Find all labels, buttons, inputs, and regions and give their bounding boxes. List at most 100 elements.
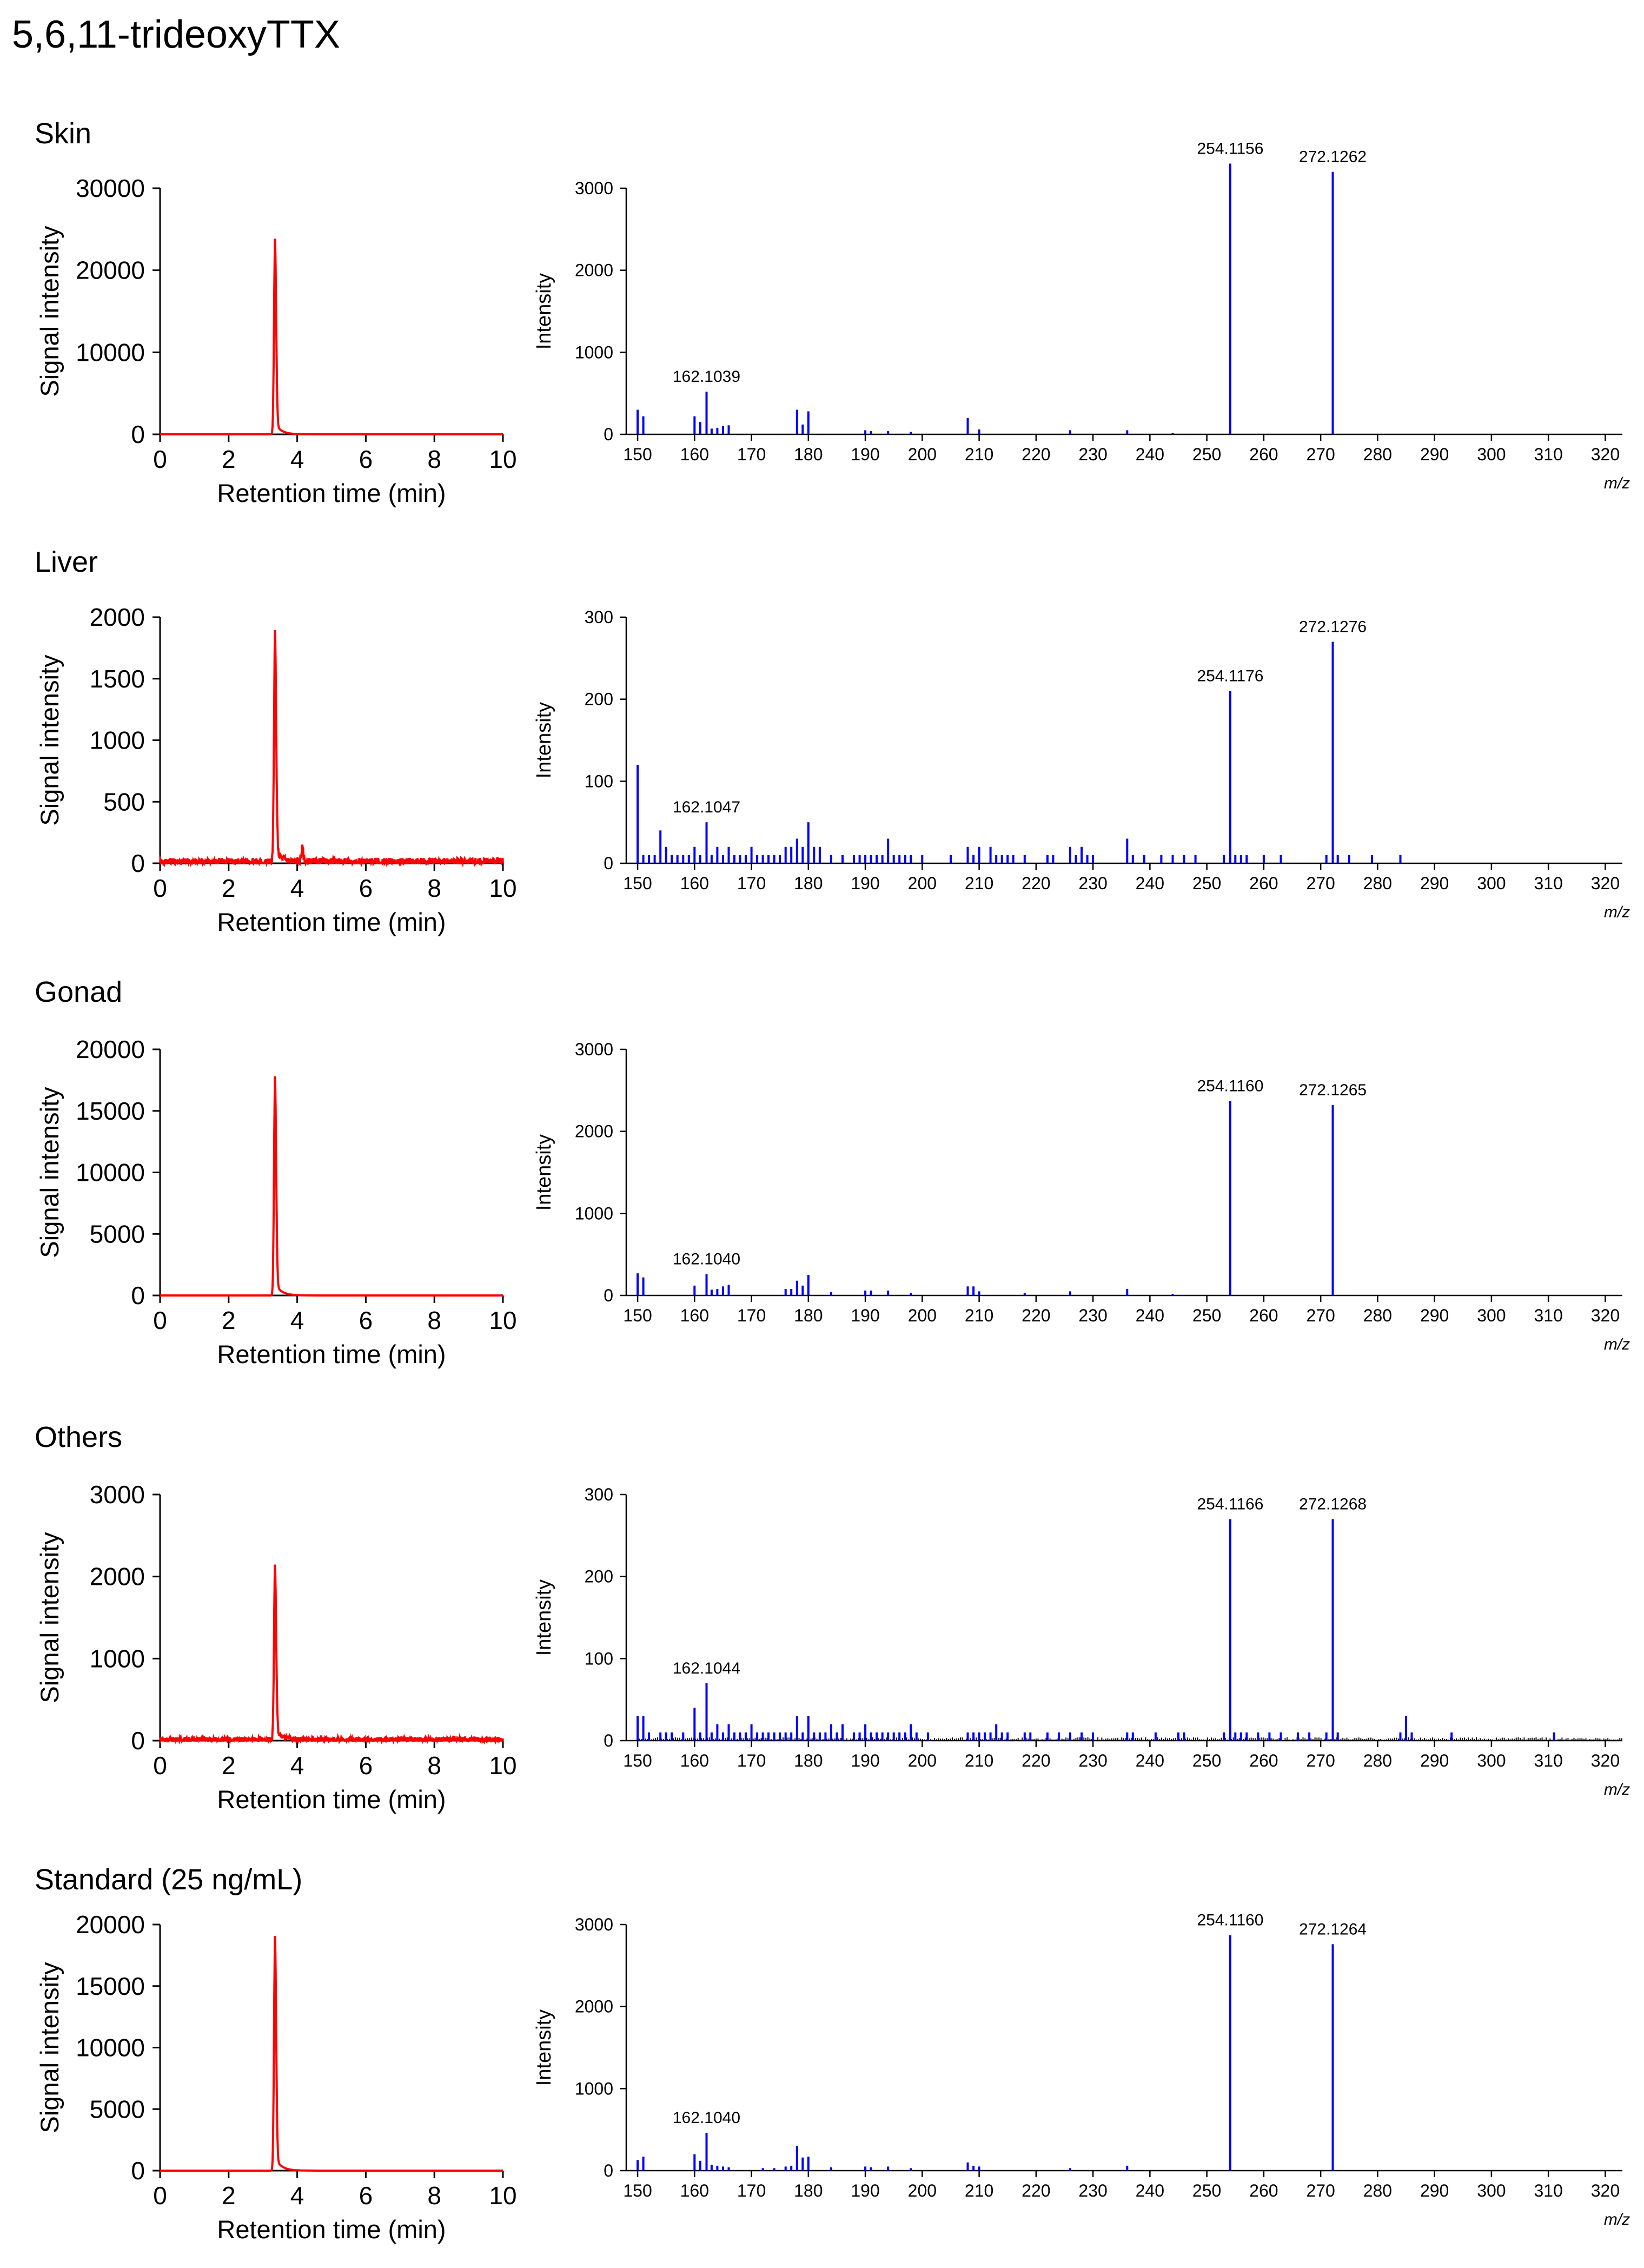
- ms-peak: [705, 392, 708, 434]
- ms-x-tick-label: 170: [737, 1306, 766, 1325]
- ms-peak: [676, 855, 679, 863]
- ms-peak: [710, 2165, 713, 2171]
- ms-peak: [801, 424, 804, 434]
- ms-peak: [1080, 1732, 1083, 1741]
- ms-peak: [1223, 1732, 1225, 1741]
- ms-peak: [721, 426, 724, 434]
- ms-x-tick-label: 300: [1477, 1751, 1506, 1770]
- ms-peak: [864, 855, 867, 863]
- ms-y-tick-label: 0: [604, 854, 613, 873]
- ms-peak: [801, 847, 804, 863]
- ms-peak: [1052, 855, 1055, 863]
- ms-peak: [773, 855, 775, 863]
- ms-peak: [972, 1286, 975, 1295]
- ms-peak: [745, 855, 747, 863]
- ms-peak: [1012, 855, 1015, 863]
- ms-peak: [1126, 2165, 1129, 2171]
- ms-peak: [699, 2160, 701, 2171]
- ms-peak: [756, 855, 759, 863]
- ms-peak: [1177, 1732, 1179, 1741]
- panel-4: Standard (25 ng/mL)0 2 4 6 8 1005000100001500…: [35, 1863, 1630, 2244]
- chr-y-tick-label: 500: [103, 788, 145, 816]
- chr-y-tick-label: 2000: [90, 603, 145, 631]
- ms-peak: [887, 838, 890, 863]
- ms-x-tick-label: 200: [908, 445, 937, 464]
- panel-title: Gonad: [35, 976, 122, 1008]
- ms-peak: [864, 1724, 867, 1741]
- chr-y-tick-label: 5000: [90, 2095, 145, 2123]
- ms-peak: [1075, 855, 1077, 863]
- ms-peak: [830, 2167, 832, 2171]
- ms-peak: [1325, 855, 1328, 863]
- ms-peak: [904, 855, 906, 863]
- ms-y-tick-label: 1000: [575, 2079, 613, 2098]
- ms-x-tick-label: 260: [1249, 1751, 1278, 1770]
- ms-peak: [1171, 1294, 1174, 1295]
- chr-x-tick-label: 4: [290, 874, 304, 902]
- ms-peak: [745, 1732, 747, 1741]
- ms-peak: [830, 855, 832, 863]
- ms-peak: [801, 1285, 804, 1295]
- ms-peak: [1399, 855, 1402, 863]
- ms-x-tick-label: 280: [1363, 874, 1392, 893]
- ms-x-tick-label: 290: [1420, 445, 1449, 464]
- chr-y-tick-label: 15000: [76, 1097, 145, 1125]
- ms-y-tick-label: 2000: [575, 1997, 613, 2016]
- chromatogram: 0 2 4 6 8 10 0 1000 2000 3000 Retention time (min)…: [35, 1480, 517, 1814]
- ms-peak: [989, 847, 992, 863]
- ms-peak: [637, 765, 639, 863]
- chr-x-tick-label: 8: [427, 2181, 441, 2210]
- chr-y-tick-label: 0: [131, 1727, 145, 1755]
- ms-peak: [1029, 1732, 1032, 1741]
- ms-y-label: Intensity: [533, 273, 555, 350]
- ms-y-tick-label: 300: [585, 607, 613, 627]
- ms-peak: [966, 847, 969, 863]
- ms-peak: [1000, 1732, 1003, 1741]
- ms-peak: [910, 1724, 912, 1741]
- ms-y-tick-label: 1000: [575, 342, 613, 362]
- ms-peak: [1143, 855, 1145, 863]
- ms-x-tick-label: 300: [1477, 2181, 1506, 2200]
- ms-peak: [972, 2165, 975, 2171]
- peak-label: 254.1160: [1197, 1912, 1263, 1929]
- peak-label: 272.1264: [1299, 1920, 1367, 1938]
- ms-peak: [807, 822, 810, 863]
- chr-x-label: Retention time (min): [217, 1340, 446, 1368]
- ms-x-tick-label: 320: [1591, 874, 1620, 893]
- ms-x-tick-label: 150: [623, 1751, 652, 1770]
- chr-y-label: Signal intensity: [35, 654, 64, 826]
- ms-peak: [881, 855, 884, 863]
- ms-x-label: m/z: [1604, 474, 1630, 492]
- ms-x-tick-label: 300: [1477, 445, 1506, 464]
- ms-peak: [966, 1732, 969, 1741]
- chr-y-label: Signal intensity: [35, 1087, 64, 1258]
- chr-x-label: Retention time (min): [217, 1785, 446, 1814]
- chr-x-tick-label: 2: [222, 2181, 236, 2210]
- ms-peak: [1325, 1732, 1328, 1741]
- ms-peak: [767, 1732, 770, 1741]
- spectrum: 150 160 170 180 190 200 210 220 230 240 250 260 270 2…: [533, 1912, 1630, 2229]
- ms-peak: [1280, 855, 1282, 863]
- ms-x-tick-label: 270: [1306, 1306, 1335, 1325]
- ms-peak: [995, 855, 998, 863]
- spectrum: 150 160 170 180 190 200 210 220 230 240 250 260 270 2…: [533, 1485, 1630, 1798]
- ms-y-label: Intensity: [533, 1579, 555, 1656]
- chromatogram-trace: [160, 1076, 503, 1297]
- ms-peak: [1336, 1732, 1339, 1741]
- ms-y-tick-label: 3000: [575, 178, 613, 198]
- chr-y-tick-label: 0: [131, 1281, 145, 1310]
- ms-peak: [870, 1290, 872, 1295]
- ms-x-tick-label: 160: [680, 2181, 709, 2200]
- ms-peak: [870, 431, 872, 434]
- ms-x-tick-label: 180: [794, 1751, 823, 1770]
- ms-x-tick-label: 190: [851, 2181, 879, 2200]
- ms-x-tick-label: 230: [1078, 2181, 1107, 2200]
- ms-peak: [796, 1280, 798, 1295]
- chr-x-tick-label: 4: [290, 2181, 304, 2210]
- ms-peak: [790, 2165, 793, 2171]
- ms-peak: [1171, 855, 1174, 863]
- chr-y-label: Signal intensity: [35, 1532, 64, 1703]
- ms-x-tick-label: 310: [1534, 2181, 1562, 2200]
- chr-y-tick-label: 1500: [90, 665, 145, 693]
